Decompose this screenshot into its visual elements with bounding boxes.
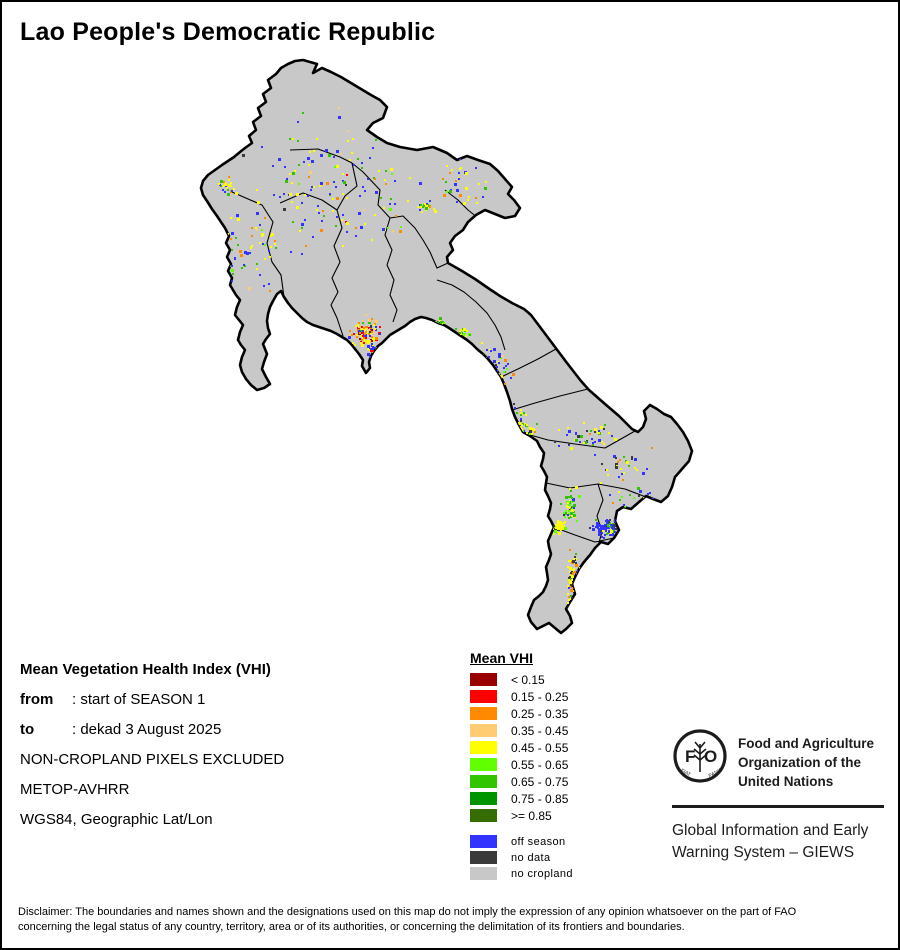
province-boundaries	[231, 148, 652, 547]
disclaimer-text: Disclaimer: The boundaries and names sho…	[18, 905, 890, 935]
branding-divider	[672, 805, 884, 808]
legend-swatch	[470, 741, 497, 754]
map-info-block: Mean Vegetation Health Index (VHI) from:…	[20, 655, 284, 835]
fao-branding-block: F O FIAT PANIS Food and Agriculture Organ…	[672, 728, 887, 864]
info-line: WGS84, Geographic Lat/Lon	[20, 811, 213, 828]
legend-row: off season	[470, 835, 573, 848]
legend-label: off season	[511, 835, 566, 848]
info-heading: Mean Vegetation Health Index (VHI)	[20, 661, 271, 678]
fao-org-line: United Nations	[738, 774, 834, 789]
legend-swatch	[470, 809, 497, 822]
info-row: to : dekad 3 August 2025	[20, 715, 284, 745]
svg-text:F: F	[685, 747, 695, 766]
legend-row: >= 0.85	[470, 808, 573, 823]
legend-swatch	[470, 707, 497, 720]
legend-row: 0.75 - 0.85	[470, 791, 573, 806]
legend-row: 0.55 - 0.65	[470, 757, 573, 772]
legend-row: < 0.15	[470, 672, 573, 687]
legend-label: no cropland	[511, 867, 573, 880]
legend-row: 0.65 - 0.75	[470, 774, 573, 789]
legend-row: 0.45 - 0.55	[470, 740, 573, 755]
legend-swatch	[470, 851, 497, 864]
legend-extra-classes: off season no data no cropland	[470, 835, 573, 880]
legend-row: no data	[470, 851, 573, 864]
legend-title: Mean VHI	[470, 650, 534, 666]
fao-logo-icon: F O FIAT PANIS	[673, 729, 727, 783]
legend-swatch	[470, 835, 497, 848]
svg-text:FIAT: FIAT	[679, 768, 691, 778]
giews-line: Global Information and Early	[672, 821, 869, 839]
legend-label: < 0.15	[511, 672, 545, 687]
legend-row: 0.25 - 0.35	[470, 706, 573, 721]
legend-swatch	[470, 867, 497, 880]
info-row-value: : dekad 3 August 2025	[72, 721, 222, 738]
legend-label: 0.55 - 0.65	[511, 757, 569, 772]
fao-org-name: Food and Agriculture Organization of the U…	[738, 728, 874, 791]
fao-org-line: Organization of the	[738, 755, 861, 770]
disclaimer-line: concerning the legal status of any count…	[18, 921, 685, 933]
legend-swatch	[470, 673, 497, 686]
info-line: NON-CROPLAND PIXELS EXCLUDED	[20, 751, 285, 768]
wheat-ear-icon	[693, 741, 707, 772]
legend-row: no cropland	[470, 867, 573, 880]
info-row-label: from	[20, 691, 54, 708]
info-row-label: to	[20, 721, 35, 738]
legend-label: 0.25 - 0.35	[511, 706, 569, 721]
legend-swatch	[470, 690, 497, 703]
legend-swatch	[470, 792, 497, 805]
vhi-legend: Mean VHI < 0.15 0.15 - 0.25 0.25 - 0.35 0.3…	[470, 650, 573, 883]
legend-label: 0.35 - 0.45	[511, 723, 569, 738]
svg-text:O: O	[704, 747, 717, 766]
legend-swatch	[470, 724, 497, 737]
fao-org-line: Food and Agriculture	[738, 736, 874, 751]
page-title: Lao People's Democratic Republic	[20, 18, 436, 46]
info-row: from : start of SEASON 1	[20, 685, 284, 715]
legend-row: 0.15 - 0.25	[470, 689, 573, 704]
disclaimer-line: Disclaimer: The boundaries and names sho…	[18, 906, 797, 918]
legend-swatch	[470, 758, 497, 771]
legend-label: 0.65 - 0.75	[511, 774, 569, 789]
country-laos-shape	[199, 58, 694, 635]
giews-label: Global Information and Early Warning Syst…	[672, 820, 887, 864]
giews-line: Warning System – GIEWS	[672, 843, 855, 861]
legend-label: 0.75 - 0.85	[511, 791, 569, 806]
legend-classes: < 0.15 0.15 - 0.25 0.25 - 0.35 0.35 - 0.45 0…	[470, 672, 573, 823]
legend-label: no data	[511, 851, 551, 864]
legend-label: 0.45 - 0.55	[511, 740, 569, 755]
info-rows: from : start of SEASON 1 to : dekad 3 Augus…	[20, 685, 284, 835]
legend-swatch	[470, 775, 497, 788]
legend-label: >= 0.85	[511, 808, 552, 823]
legend-row: 0.35 - 0.45	[470, 723, 573, 738]
info-row-value: : start of SEASON 1	[72, 691, 206, 708]
info-line: METOP-AVHRR	[20, 781, 130, 798]
legend-label: 0.15 - 0.25	[511, 689, 569, 704]
